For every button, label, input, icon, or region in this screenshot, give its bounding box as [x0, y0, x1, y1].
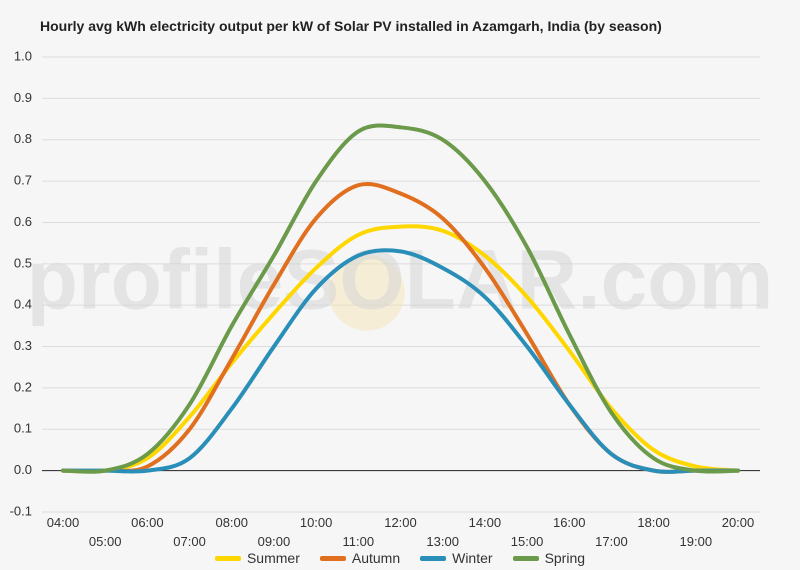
legend-swatch — [420, 555, 447, 561]
x-tick-label: 09:00 — [258, 534, 291, 549]
legend-label: Spring — [544, 550, 586, 566]
x-tick-label: 06:00 — [131, 515, 164, 530]
legend-label: Autumn — [351, 550, 401, 566]
y-tick-label: 0.4 — [14, 297, 32, 312]
y-tick-label: 0.0 — [14, 462, 32, 477]
series-line-summer — [61, 224, 740, 474]
legend-swatch — [319, 555, 346, 561]
y-tick-label: 0.2 — [14, 379, 32, 394]
series-line-winter — [61, 248, 740, 474]
legend-item-autumn[interactable]: Autumn — [319, 550, 401, 566]
x-tick-label: 17:00 — [595, 534, 628, 549]
legend-item-summer[interactable]: Summer — [214, 550, 300, 566]
x-tick-label: 10:00 — [300, 515, 333, 530]
x-tick-label: 20:00 — [722, 515, 755, 530]
x-tick-label: 18:00 — [637, 515, 670, 530]
series-line-spring — [61, 123, 740, 474]
legend: Summer Autumn Winter Spring — [0, 550, 800, 566]
x-tick-label: 13:00 — [426, 534, 459, 549]
x-tick-label: 16:00 — [553, 515, 586, 530]
x-tick-label: 11:00 — [343, 534, 375, 549]
watermark-text: profileSOLAR.com — [27, 232, 774, 326]
y-tick-label: 0.1 — [14, 421, 32, 436]
x-tick-label: 04:00 — [47, 515, 80, 530]
legend-label: Summer — [246, 550, 300, 566]
y-tick-label: 0.3 — [14, 338, 32, 353]
y-tick-label: 0.5 — [14, 255, 32, 270]
legend-swatch — [512, 555, 539, 561]
y-tick-label: 1.0 — [14, 48, 32, 63]
x-tick-label: 15:00 — [511, 534, 544, 549]
x-tick-label: 19:00 — [680, 534, 713, 549]
chart-title: Hourly avg kWh electricity output per kW… — [40, 18, 662, 34]
x-tick-label: 05:00 — [89, 534, 122, 549]
x-tick-label: 12:00 — [384, 515, 417, 530]
y-tick-label: 0.6 — [14, 214, 32, 229]
legend-swatch — [214, 555, 241, 561]
y-tick-label: 0.8 — [14, 131, 32, 146]
y-tick-label: 0.7 — [14, 173, 32, 188]
y-tick-label: -0.1 — [10, 503, 32, 518]
x-tick-label: 14:00 — [469, 515, 502, 530]
legend-item-winter[interactable]: Winter — [420, 550, 493, 566]
watermark-sun-icon — [328, 254, 405, 331]
x-tick-label: 07:00 — [173, 534, 206, 549]
legend-item-spring[interactable]: Spring — [512, 550, 586, 566]
x-tick-label: 08:00 — [215, 515, 248, 530]
y-tick-label: 0.9 — [14, 90, 32, 105]
legend-label: Winter — [452, 550, 493, 566]
